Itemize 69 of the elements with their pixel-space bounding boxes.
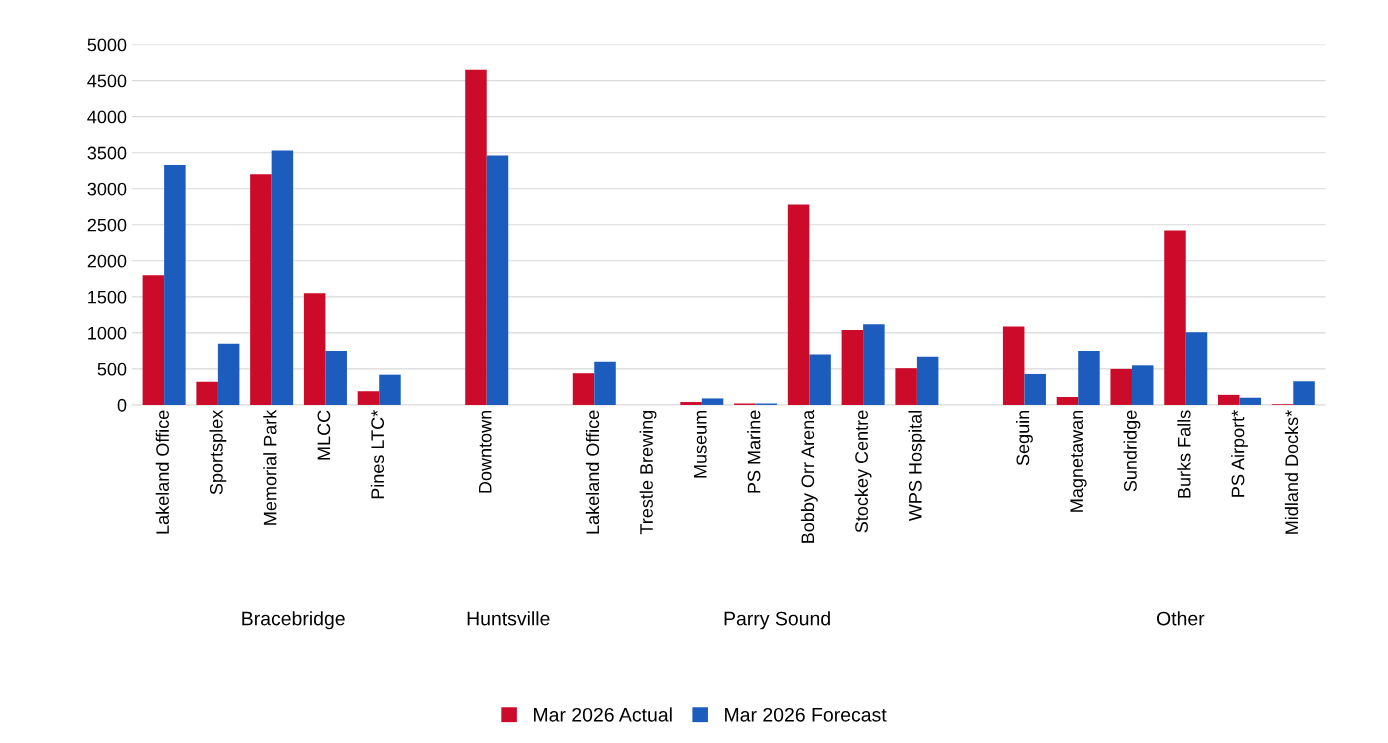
y-tick-label: 3500	[87, 146, 127, 160]
x-tick-label: Trestle Brewing	[639, 410, 657, 535]
bar	[701, 398, 724, 405]
bar	[1110, 368, 1132, 405]
bar	[1164, 230, 1186, 405]
bar	[1239, 397, 1262, 405]
bar	[594, 361, 616, 405]
bar	[250, 174, 272, 405]
x-tick-label: Bobby Orr Arena	[800, 409, 818, 543]
x-tick-label: Sundridge	[1123, 410, 1141, 492]
bar	[325, 350, 347, 405]
x-tick-label: Lakeland Office	[155, 410, 169, 534]
bar	[142, 275, 165, 405]
x-tick-label: Stockey Centre	[854, 410, 872, 533]
x-tick-label: Sportsplex	[209, 409, 227, 495]
bar	[809, 354, 831, 405]
bar	[841, 329, 864, 405]
bar	[1056, 397, 1079, 405]
y-tick-label: 1500	[88, 290, 127, 304]
bar	[1078, 350, 1100, 405]
x-tick-label: Lakeland Office	[585, 410, 600, 534]
y-tick-label: 4500	[87, 74, 127, 88]
x-tick-label: Magnetawan	[1070, 410, 1087, 512]
x-tick-label: MLCC	[317, 410, 331, 460]
bar	[379, 374, 401, 405]
x-tick-label: Museum	[694, 410, 707, 478]
bar	[303, 293, 326, 405]
y-tick-label: 500	[97, 362, 127, 376]
bar	[196, 381, 218, 405]
x-tick-label: Downtown	[478, 410, 492, 493]
bar	[1002, 326, 1025, 405]
bar	[895, 368, 917, 405]
bar	[916, 356, 939, 405]
y-tick-label: 5000	[87, 38, 127, 52]
x-tick-label: Midland Docks*	[1284, 410, 1299, 534]
text: Huntsville	[467, 611, 550, 626]
bar	[465, 69, 487, 405]
y-tick-label: 0	[117, 398, 127, 412]
x-tick-label: PS Marine	[747, 410, 761, 493]
bar	[863, 324, 885, 405]
bar	[787, 204, 810, 405]
y-tick-label: 3000	[87, 182, 127, 196]
y-tick-label: 2500	[87, 218, 127, 232]
x-tick-label: Seguin	[1016, 410, 1033, 466]
bar	[164, 164, 186, 405]
legend-label: Mar 2026 Forecast	[725, 707, 887, 722]
x-tick-label: Burks Falls	[1177, 410, 1191, 498]
bar	[1293, 381, 1315, 405]
x-tick-label: WPS Hospital	[908, 411, 926, 522]
bar	[680, 402, 702, 405]
bar	[357, 391, 380, 405]
y-tick-label: 1000	[88, 326, 127, 340]
bar	[1218, 394, 1240, 405]
bar	[486, 155, 509, 405]
bar	[572, 373, 595, 405]
text: Other	[1156, 611, 1205, 626]
legend-label: Mar 2026 Actual	[534, 707, 672, 722]
x-tick-label: Memorial Park	[263, 409, 277, 525]
bar	[271, 150, 294, 405]
text: Bracebridge	[242, 611, 345, 630]
bar	[217, 343, 240, 405]
bar	[1185, 332, 1208, 405]
bar	[1024, 373, 1046, 405]
y-tick-label: 4000	[87, 110, 127, 124]
bar	[1131, 365, 1154, 405]
text: Parry Sound	[724, 611, 830, 630]
x-tick-label: PS Airport*	[1231, 410, 1248, 497]
y-tick-label: 2000	[87, 254, 127, 268]
x-tick-label: Pines LTC*	[370, 410, 385, 499]
